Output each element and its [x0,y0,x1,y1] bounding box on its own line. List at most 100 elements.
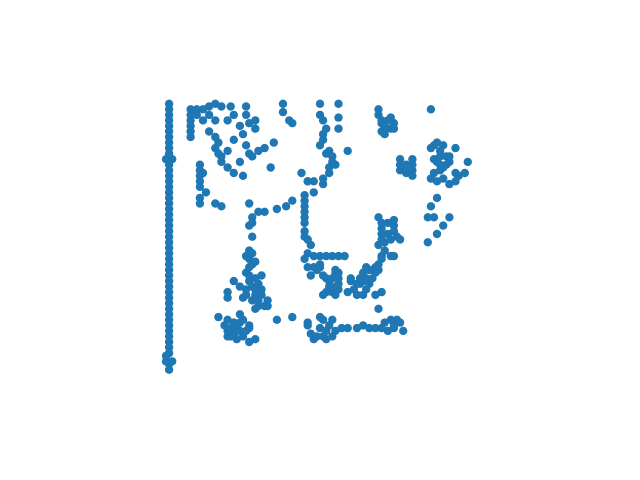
scatter-point [423,213,432,222]
scatter-point [278,99,288,109]
scatter-point [402,166,411,175]
scatter-point [217,157,226,167]
scatter-point [371,323,380,333]
scatter-point [334,113,343,122]
scatter-point [214,149,223,158]
scatter-point [226,332,235,341]
scatter-point [328,315,337,324]
scatter-point [429,213,439,222]
scatter-point [229,135,238,144]
scatter-point [272,204,282,214]
scatter-point [260,143,269,153]
scatter-point [343,146,352,156]
scatter-point [352,290,362,300]
scatter-point [238,171,248,180]
scatter-point [426,202,436,211]
scatter-point [241,102,251,111]
scatter-point [395,235,405,244]
scatter-point [426,105,436,114]
scatter-point [226,102,235,111]
scatter-point [211,116,220,125]
scatter-point [217,202,226,211]
scatter-point [377,287,386,297]
scatter-point [340,251,349,261]
scatter-point [334,124,343,133]
scatter-point [217,102,226,111]
scatter-point [297,168,306,178]
scatter-point [309,188,318,197]
scatter-point [254,207,263,216]
scatter-point [318,116,328,125]
scatter-point [318,179,328,189]
scatter-point [248,232,257,241]
scatter-point [248,152,257,161]
scatter-point [439,163,448,172]
scatter-point [451,168,460,178]
scatter-point [229,110,238,120]
scatter-point [186,132,195,142]
scatter-point [238,130,248,139]
scatter-point [198,116,208,125]
scatter-point [251,124,260,133]
scatter-point [285,116,294,125]
scatter-point [168,357,177,366]
scatter-point [238,293,248,302]
scatter-point [325,168,334,178]
scatter-point [245,221,254,230]
scatter-point [395,318,405,327]
scatter-point [460,168,469,178]
scatter-point [312,332,322,341]
scatter-point [309,177,318,186]
scatter-point [251,257,260,266]
scatter-point [278,107,288,117]
scatter-point [334,251,343,261]
scatter-point [380,130,389,139]
scatter-point [248,296,257,305]
scatter-point [389,251,399,261]
scatter-point [201,188,211,197]
scatter-point [257,271,266,280]
scatter-point [389,323,399,333]
scatter-point [445,213,454,222]
scatter-point [204,127,214,136]
scatter-point [245,199,254,208]
scatter-point [355,274,365,283]
scatter-point [251,304,260,313]
scatter-point [303,318,312,327]
scatter-point [328,251,337,261]
scatter-point [432,193,442,203]
scatter-point [399,326,408,336]
scatter-point [451,143,460,153]
scatter-point [300,254,309,264]
scatter-point [337,323,346,333]
scatter-point [214,312,223,322]
scatter-point [318,290,328,300]
scatter-point [198,168,208,178]
scatter-point [204,110,214,120]
scatter-point [300,218,309,228]
scatter-point [238,315,248,324]
scatter-point [386,124,395,133]
scatter-point [229,276,238,286]
scatter-point [223,146,232,156]
scatter-point [235,157,245,167]
scatter-point [235,282,245,291]
scatter-point [223,116,232,125]
scatter-point [408,171,417,180]
scatter-point [288,312,297,322]
scatter-point [303,235,312,244]
scatter-point [365,279,374,288]
data-points [161,99,472,374]
scatter-point [343,323,352,333]
scatter-point [432,229,442,239]
scatter-point [334,99,343,109]
scatter-point [383,218,392,228]
scatter-point [318,315,328,324]
scatter-point [241,110,251,120]
scatter-point [251,116,260,125]
scatter-point [260,301,269,311]
scatter-point [272,315,282,324]
scatter-point [315,141,325,150]
